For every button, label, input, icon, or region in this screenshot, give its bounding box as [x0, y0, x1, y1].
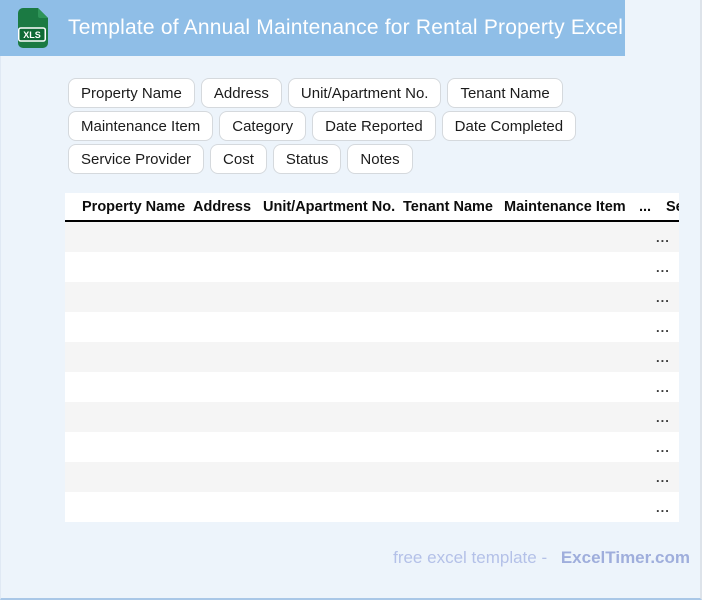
row-ellipsis: ... [656, 259, 670, 275]
row-ellipsis: ... [656, 289, 670, 305]
chip-notes[interactable]: Notes [347, 144, 413, 174]
chip-status[interactable]: Status [272, 144, 342, 174]
chip-unit-apartment-no[interactable]: Unit/Apartment No. [287, 78, 442, 108]
table-row: ... [65, 252, 679, 282]
chip-address[interactable]: Address [200, 78, 282, 108]
chip-category[interactable]: Category [219, 111, 307, 141]
table-body: ... ... ... ... ... ... ... ... ... ... [65, 222, 679, 522]
title-banner: XLS Template of Annual Maintenance for R… [0, 0, 625, 56]
col-tenant-name: Tenant Name [403, 198, 493, 215]
table-row: ... [65, 312, 679, 342]
footer-tagline: free excel template - [393, 548, 548, 567]
col-ellipsis: ... [639, 198, 652, 215]
table-row: ... [65, 432, 679, 462]
preview-table: Property Name Address Unit/Apartment No.… [65, 193, 679, 522]
column-chip-list: Property Name Address Unit/Apartment No.… [68, 78, 690, 174]
row-ellipsis: ... [656, 439, 670, 455]
chip-date-completed[interactable]: Date Completed [441, 111, 577, 141]
chip-cost[interactable]: Cost [210, 144, 267, 174]
table-row: ... [65, 342, 679, 372]
row-ellipsis: ... [656, 319, 670, 335]
row-ellipsis: ... [656, 229, 670, 245]
chip-date-reported[interactable]: Date Reported [312, 111, 436, 141]
row-ellipsis: ... [656, 499, 670, 515]
col-address: Address [193, 198, 252, 215]
chip-tenant-name[interactable]: Tenant Name [447, 78, 563, 108]
col-unit-apartment-no: Unit/Apartment No. [263, 198, 396, 215]
page-title: Template of Annual Maintenance for Renta… [68, 16, 624, 39]
col-maintenance-item: Maintenance Item [504, 198, 626, 215]
chip-property-name[interactable]: Property Name [68, 78, 195, 108]
table-header-row: Property Name Address Unit/Apartment No.… [65, 193, 679, 222]
table-row: ... [65, 372, 679, 402]
row-ellipsis: ... [656, 349, 670, 365]
col-service-provider-clipped: Se [666, 198, 679, 215]
table-row: ... [65, 402, 679, 432]
chip-maintenance-item[interactable]: Maintenance Item [68, 111, 214, 141]
col-property-name: Property Name [82, 198, 186, 215]
row-ellipsis: ... [656, 409, 670, 425]
table-row: ... [65, 492, 679, 522]
table-row: ... [65, 282, 679, 312]
chip-service-provider[interactable]: Service Provider [68, 144, 205, 174]
table-row: ... [65, 222, 679, 252]
table-row: ... [65, 462, 679, 492]
xls-icon-label: XLS [23, 30, 41, 40]
footer: free excel template - ExcelTimer.com [393, 548, 690, 568]
footer-brand-link[interactable]: ExcelTimer.com [560, 548, 690, 567]
row-ellipsis: ... [656, 379, 670, 395]
xls-file-icon: XLS [18, 8, 48, 48]
row-ellipsis: ... [656, 469, 670, 485]
